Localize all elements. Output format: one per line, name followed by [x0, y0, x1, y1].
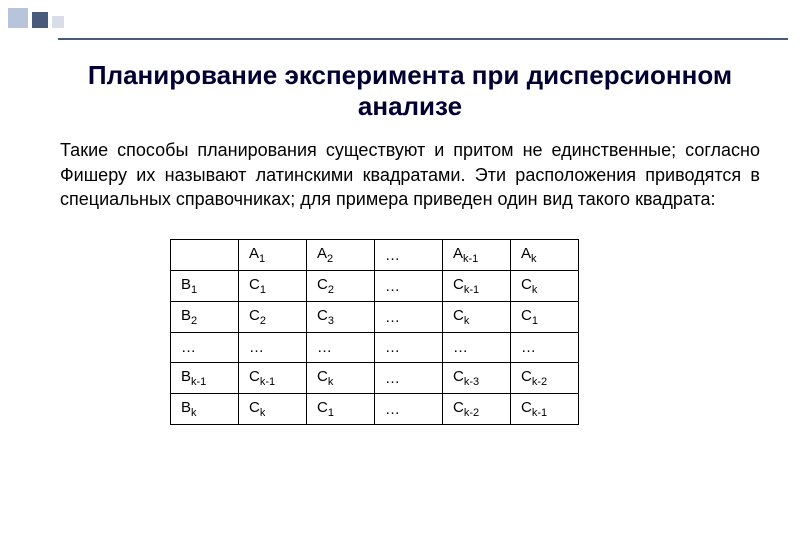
- table-row: BkCkC1…Ck-2Ck-1: [171, 394, 579, 425]
- table-cell: A1: [239, 240, 307, 271]
- table-cell: [171, 240, 239, 271]
- table-cell: C1: [239, 271, 307, 302]
- table-cell: Ck-1: [239, 363, 307, 394]
- table-cell: Ck: [307, 363, 375, 394]
- table-cell: B2: [171, 302, 239, 333]
- table-cell: A2: [307, 240, 375, 271]
- table-cell: …: [443, 333, 511, 363]
- table-cell: …: [171, 333, 239, 363]
- table-cell: …: [375, 363, 443, 394]
- table-cell: …: [375, 394, 443, 425]
- table-cell: B1: [171, 271, 239, 302]
- table-cell: Ck-3: [443, 363, 511, 394]
- table-cell: …: [375, 333, 443, 363]
- table-cell: Ak: [511, 240, 579, 271]
- square-icon: [52, 16, 64, 28]
- latin-square-table: A1A2…Ak-1AkB1C1C2…Ck-1CkB2C2C3…CkC1………………: [170, 239, 579, 425]
- table-cell: C1: [511, 302, 579, 333]
- table-cell: Bk-1: [171, 363, 239, 394]
- table-cell: Ck-2: [511, 363, 579, 394]
- square-icon: [8, 8, 28, 28]
- slide-paragraph: Такие способы планирования существуют и …: [60, 138, 760, 211]
- table-cell: …: [307, 333, 375, 363]
- table-cell: C3: [307, 302, 375, 333]
- table-row: B2C2C3…CkC1: [171, 302, 579, 333]
- square-icon: [32, 12, 48, 28]
- table-row: B1C1C2…Ck-1Ck: [171, 271, 579, 302]
- table-cell: …: [375, 302, 443, 333]
- table-cell: C1: [307, 394, 375, 425]
- table-cell: …: [375, 271, 443, 302]
- table-cell: Ck: [239, 394, 307, 425]
- table-cell: Ck: [443, 302, 511, 333]
- table-row: ………………: [171, 333, 579, 363]
- table-cell: Ck: [511, 271, 579, 302]
- table-cell: …: [375, 240, 443, 271]
- table-cell: Ck-1: [511, 394, 579, 425]
- table-cell: …: [239, 333, 307, 363]
- slide-title: Планирование эксперимента при дисперсион…: [60, 60, 760, 122]
- table-cell: Bk: [171, 394, 239, 425]
- latin-square-wrapper: A1A2…Ak-1AkB1C1C2…Ck-1CkB2C2C3…CkC1………………: [60, 239, 760, 425]
- corner-decoration: [8, 8, 64, 28]
- table-cell: Ck-2: [443, 394, 511, 425]
- table-cell: Ck-1: [443, 271, 511, 302]
- table-cell: …: [511, 333, 579, 363]
- table-row: A1A2…Ak-1Ak: [171, 240, 579, 271]
- table-row: Bk-1Ck-1Ck…Ck-3Ck-2: [171, 363, 579, 394]
- table-cell: Ak-1: [443, 240, 511, 271]
- table-cell: C2: [307, 271, 375, 302]
- horizontal-divider: [58, 38, 788, 40]
- slide-content: Планирование эксперимента при дисперсион…: [0, 0, 800, 425]
- table-cell: C2: [239, 302, 307, 333]
